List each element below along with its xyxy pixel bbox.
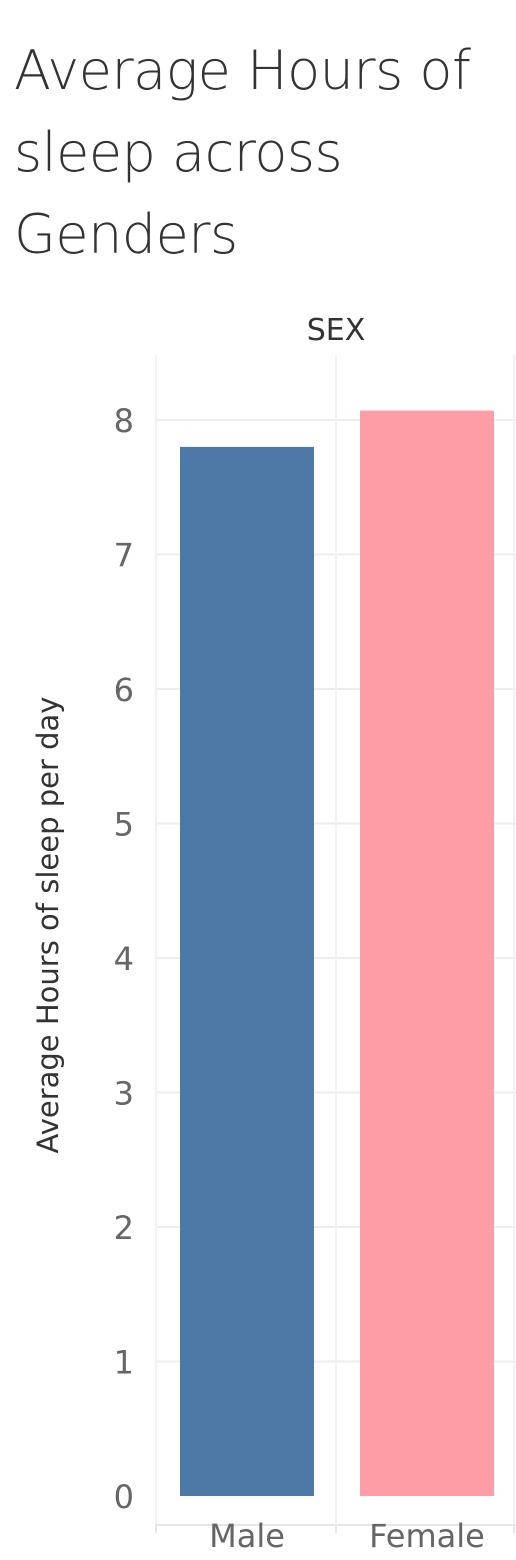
y-tick-label: 7 [114,537,134,575]
x-tick-label-male: Male [209,1517,285,1555]
column-header-label: SEX [307,313,366,348]
y-tick-label: 5 [114,806,134,844]
plot-area: 0 1 2 3 4 5 6 7 8 Male Female [114,355,516,1555]
chart-title: Average Hours of sleep across Genders [14,39,471,266]
y-tick-label: 4 [114,940,134,978]
bar-female[interactable] [360,410,494,1497]
y-tick-label: 0 [114,1478,134,1516]
bar-male[interactable] [180,446,314,1496]
y-axis-title: Average Hours of sleep per day [31,697,65,1154]
y-tick-label: 1 [114,1344,134,1382]
y-tick-label: 8 [114,402,134,440]
y-tick-label: 3 [114,1075,134,1113]
x-tick-label-female: Female [369,1517,485,1555]
y-tick-label: 2 [114,1209,134,1247]
y-tick-label: 6 [114,671,134,709]
